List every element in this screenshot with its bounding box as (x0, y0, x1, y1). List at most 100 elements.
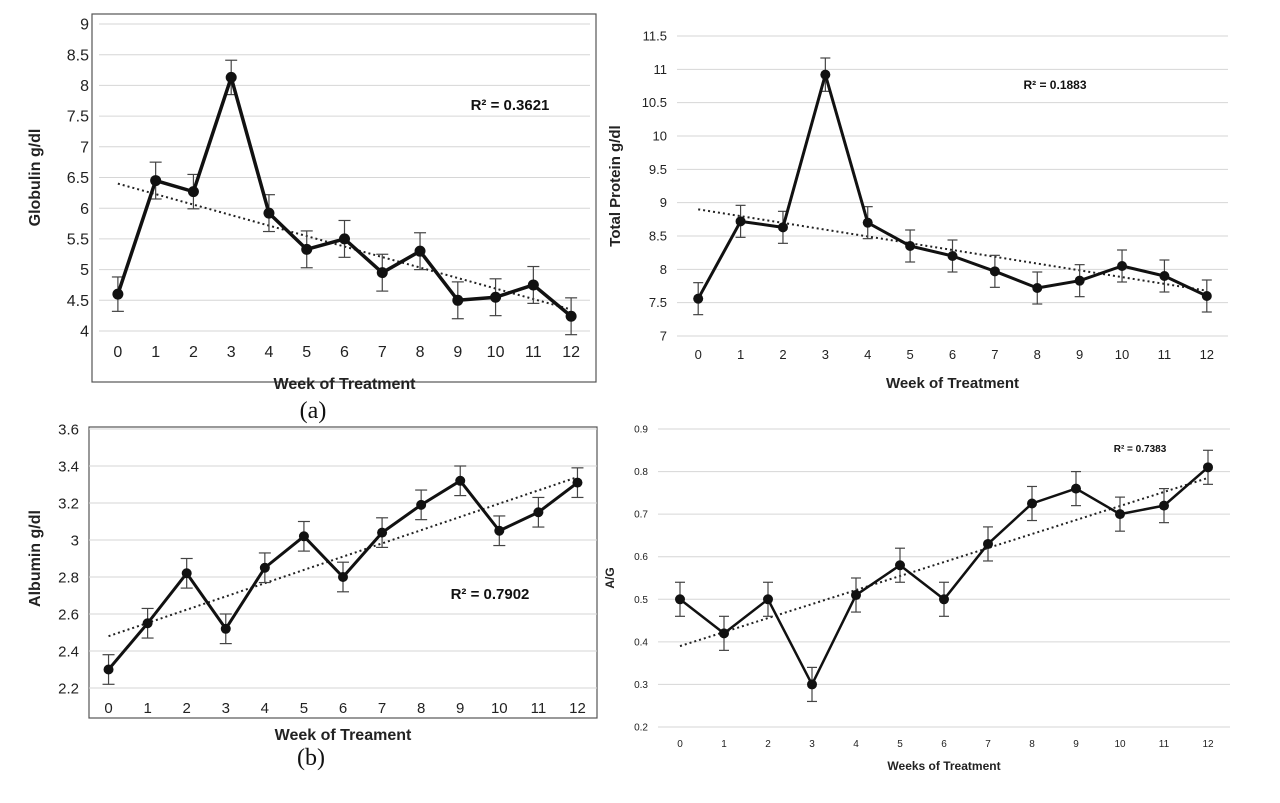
chart-1: 44.555.566.577.588.590 1 2 3 4 5 6 7 8 9 10 11 12Wee… (27, 13, 597, 393)
y-tick-label: 8 (660, 262, 667, 277)
x-tick-label: 11 (1159, 739, 1170, 750)
x-tick-label: 6 (949, 347, 956, 362)
y-tick-label: 3.4 (58, 458, 79, 475)
y-tick-label: 0.2 (634, 723, 648, 734)
x-axis-title: Week of Treament (275, 727, 412, 744)
x-tick-label: 4 (853, 739, 859, 750)
y-tick-label: 2.2 (58, 680, 79, 697)
y-tick-label: 5 (80, 262, 89, 279)
x-tick-label: 0 (677, 739, 683, 750)
series-line (679, 466, 1209, 686)
data-point (259, 562, 270, 573)
data-point (1203, 462, 1213, 473)
y-tick-label: 10 (653, 129, 667, 144)
y-tick-label: 7 (80, 139, 89, 156)
y-tick-label: 8.5 (67, 47, 89, 64)
x-axis-title: Week of Treatment (886, 375, 1019, 392)
panel-label-b: (b) (297, 745, 325, 771)
x-tick-label: 5 (897, 739, 903, 750)
data-point (820, 69, 831, 80)
x-tick-label: 4 (261, 700, 269, 717)
y-tick-label: 3.6 (58, 421, 79, 438)
data-point (220, 623, 231, 634)
x-tick-label: 2 (779, 347, 786, 362)
data-point (339, 233, 350, 245)
data-point (1071, 483, 1081, 494)
panel-label-a: (a) (300, 398, 327, 424)
y-tick-label: 11.5 (643, 29, 667, 44)
x-tick-label: 7 (985, 739, 991, 750)
y-tick-label: 5.5 (67, 232, 89, 249)
data-point (533, 507, 544, 518)
y-tick-label: 6 (80, 201, 89, 218)
data-point (572, 477, 583, 488)
y-tick-label: 9 (660, 195, 667, 210)
y-axis-title: Globulin g/dl (27, 129, 44, 227)
y-axis-title: Total Protein g/dl (607, 125, 624, 246)
x-tick-label: 1 (737, 347, 744, 362)
y-tick-label: 3.2 (58, 495, 79, 512)
data-point (1201, 291, 1212, 301)
data-point (225, 71, 237, 83)
data-point (298, 531, 309, 542)
x-tick-label: 2 (765, 739, 771, 750)
x-tick-label: 3 (809, 739, 815, 750)
x-tick-label: 4 (864, 347, 871, 362)
data-point (494, 525, 505, 536)
chart-3: 2.22.42.62.833.23.43.60 1 2 3 4 5 6 7 8 9 10 11 12We… (27, 421, 598, 744)
x-tick-label: 10 (1115, 347, 1129, 362)
r-squared-label: R² = 0.7902 (451, 586, 530, 603)
y-axis-title: A/G (603, 567, 617, 588)
trendline (108, 476, 578, 638)
data-point (1027, 498, 1037, 509)
y-tick-label: 0.7 (634, 510, 648, 521)
y-tick-label: 0.4 (634, 637, 648, 648)
x-tick-label: 5 (302, 344, 311, 361)
data-point (777, 222, 788, 233)
x-tick-label: 3 (222, 700, 230, 717)
x-tick-label: 5 (906, 347, 913, 362)
x-tick-label: 7 (378, 700, 386, 717)
data-point (490, 291, 502, 303)
y-tick-label: 6.5 (67, 170, 89, 187)
data-point (905, 241, 916, 251)
r-squared-label: R² = 0.1883 (1023, 78, 1086, 92)
x-tick-label: 4 (265, 344, 274, 361)
x-tick-label: 11 (525, 344, 542, 361)
data-point (1115, 509, 1125, 520)
chart-4: 0.20.30.40.50.60.70.80.90 1 2 3 4 5 6 7 8 9 10 11 12… (603, 425, 1230, 773)
data-point (675, 594, 685, 605)
data-point (947, 251, 958, 261)
y-tick-label: 10.5 (642, 95, 667, 110)
x-tick-label: 8 (416, 344, 425, 361)
y-tick-label: 7.5 (649, 295, 667, 310)
x-tick-label: 0 (113, 344, 122, 361)
data-point (527, 279, 539, 291)
y-tick-label: 0.9 (634, 425, 648, 436)
x-tick-label: 0 (104, 700, 112, 717)
r-squared-label: R² = 0.3621 (471, 97, 550, 114)
data-point (103, 664, 114, 675)
data-point (1159, 500, 1169, 511)
data-point (807, 679, 817, 690)
data-point (735, 216, 746, 227)
x-tick-label: 8 (1029, 739, 1035, 750)
x-tick-label: 12 (1200, 347, 1214, 362)
data-point (112, 288, 124, 300)
data-point (939, 594, 949, 605)
x-tick-label: 12 (562, 344, 580, 361)
y-tick-label: 4.5 (67, 293, 89, 310)
data-point (895, 560, 905, 571)
x-tick-label: 9 (1073, 739, 1079, 750)
data-point (851, 590, 861, 601)
x-tick-label: 2 (183, 700, 191, 717)
data-point (377, 527, 388, 538)
y-tick-label: 2.6 (58, 606, 79, 623)
x-tick-label: 10 (1114, 739, 1126, 750)
x-tick-label: 12 (569, 700, 586, 717)
r-squared-label: R² = 0.7383 (1114, 444, 1167, 455)
x-tick-label: 12 (1202, 739, 1214, 750)
data-point (719, 628, 729, 639)
x-axis-title: Week of Treatment (274, 376, 417, 393)
